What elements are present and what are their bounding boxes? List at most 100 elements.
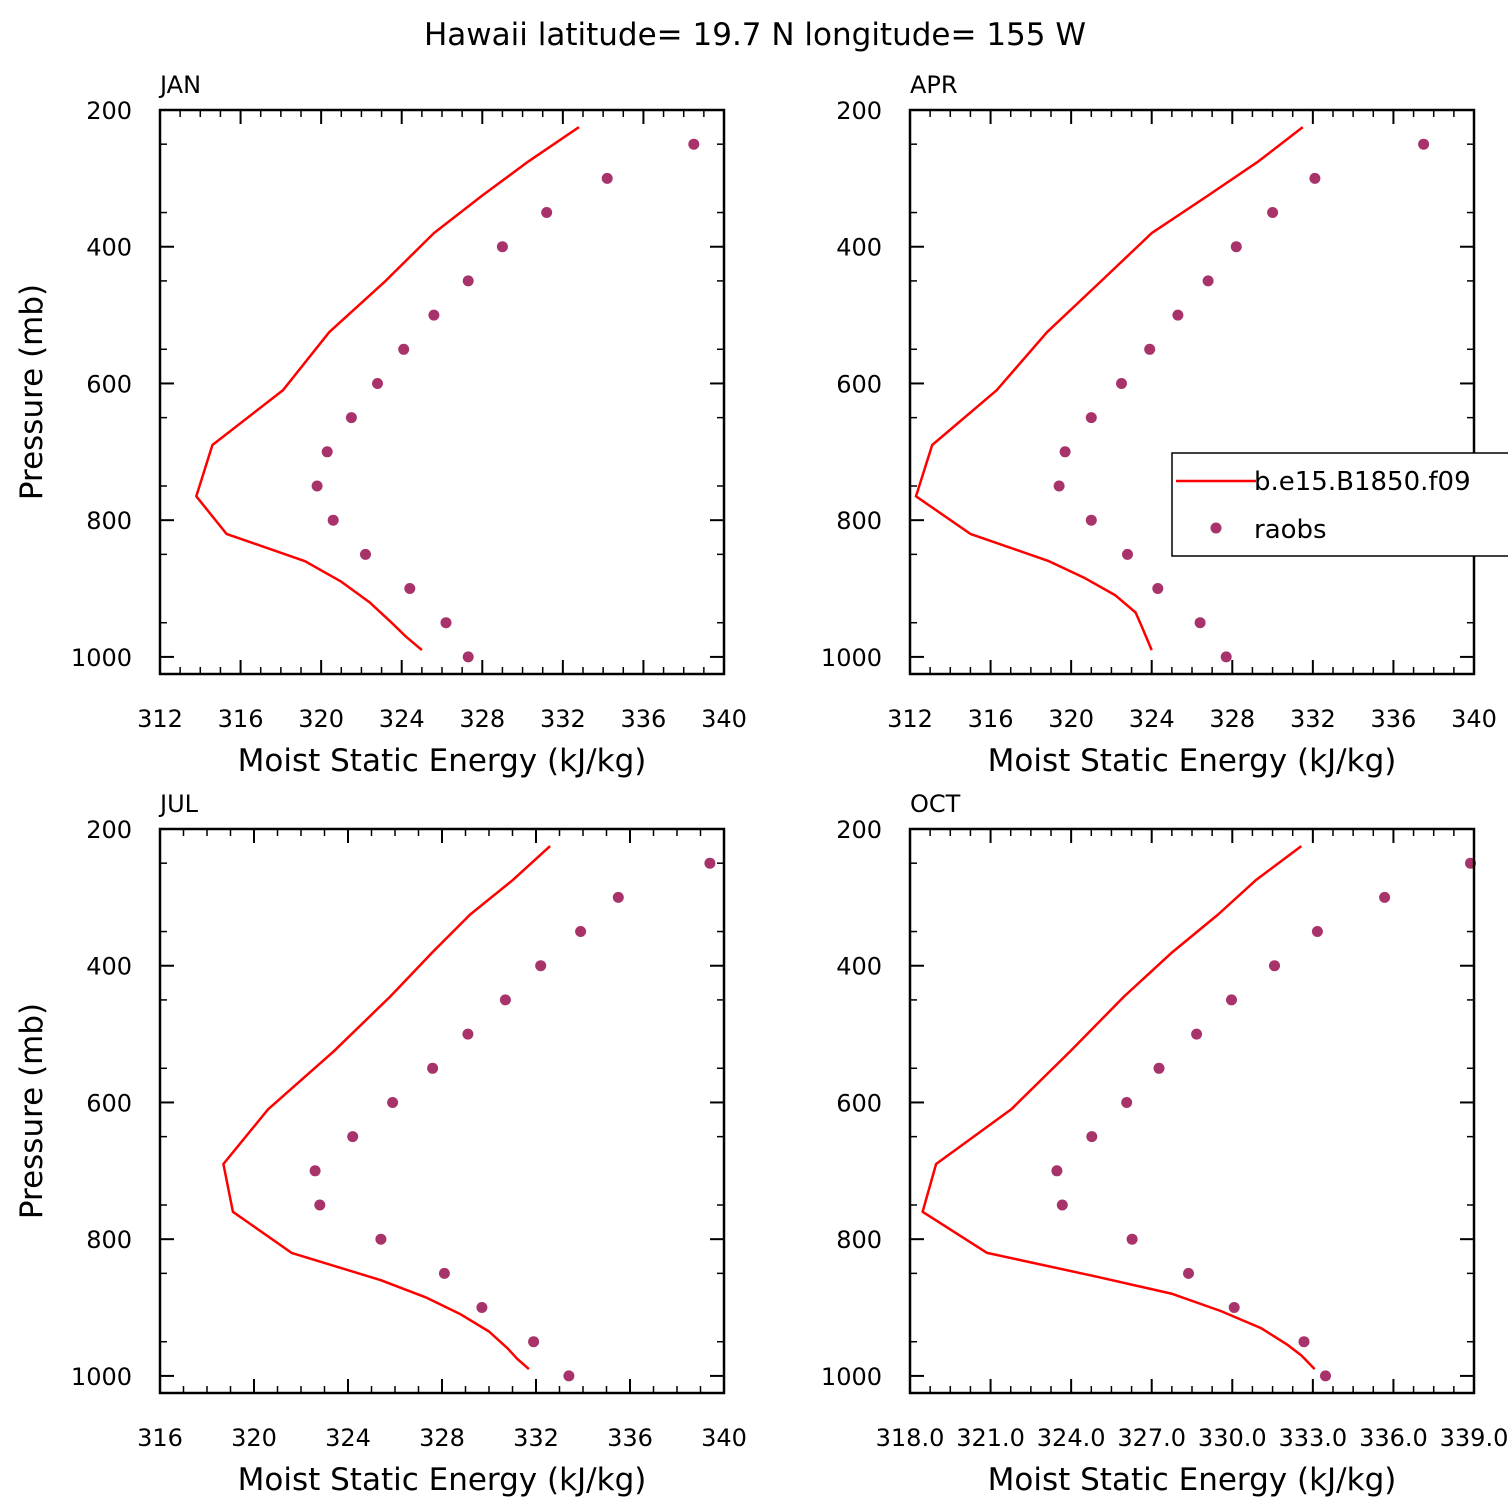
x-tick-label: 316 xyxy=(137,1424,183,1452)
panel-label: JUL xyxy=(158,790,199,818)
panel-apr: APR 312 316 320 324 328 332 336 340 200 400 600 800… xyxy=(821,71,1508,779)
raobs-point xyxy=(1309,172,1321,184)
panel-label: OCT xyxy=(910,790,961,818)
raobs-point xyxy=(321,446,333,458)
plot-frame xyxy=(908,827,1476,1395)
legend-label-model: b.e15.B1850.f09 xyxy=(1254,467,1471,497)
raobs-point xyxy=(476,1302,488,1313)
x-tick-label: 336 xyxy=(1371,705,1417,733)
raobs-point xyxy=(601,172,613,184)
legend-box xyxy=(1171,452,1508,557)
raobs-point xyxy=(1230,241,1242,253)
raobs-point xyxy=(462,1028,474,1040)
y-tick-label: 600 xyxy=(836,370,882,398)
raobs-point xyxy=(314,1199,326,1211)
y-axis-label: Pressure (mb) xyxy=(14,284,50,500)
figure-title: Hawaii latitude= 19.7 N longitude= 155 W xyxy=(424,17,1086,53)
model-profile-line xyxy=(222,845,551,1371)
y-tick-label: 800 xyxy=(836,1226,882,1254)
raobs-point xyxy=(1121,1097,1133,1108)
x-tick-label: 324 xyxy=(325,1424,371,1452)
y-tick-label: 1000 xyxy=(71,644,132,672)
y-tick-label: 200 xyxy=(836,816,882,844)
raobs-point xyxy=(1267,207,1279,218)
x-tick-label: 336 xyxy=(621,705,667,733)
model-profile-line xyxy=(195,126,580,652)
y-tick-label: 800 xyxy=(86,1226,132,1254)
x-axis-label: Moist Static Energy (kJ/kg) xyxy=(988,743,1397,779)
raobs-point xyxy=(575,926,587,937)
raobs-point xyxy=(438,1267,450,1279)
raobs-point xyxy=(462,651,474,663)
raobs-point xyxy=(1085,412,1097,424)
y-axis-label: Pressure (mb) xyxy=(14,1003,50,1219)
raobs-point xyxy=(496,241,508,253)
raobs-point xyxy=(704,857,716,869)
raobs-point xyxy=(1172,309,1184,321)
y-tick-label: 400 xyxy=(836,234,882,262)
y-tick-label: 1000 xyxy=(821,644,882,672)
x-tick-label: 333.0 xyxy=(1278,1424,1347,1452)
raobs-point xyxy=(1153,1062,1165,1074)
y-tick-label: 200 xyxy=(86,97,132,125)
y-tick-label: 200 xyxy=(86,816,132,844)
raobs-point xyxy=(1202,275,1214,287)
plot-frame xyxy=(158,827,726,1395)
y-tick-label: 600 xyxy=(86,370,132,398)
x-tick-label: 321.0 xyxy=(956,1424,1025,1452)
y-tick-label: 800 xyxy=(836,507,882,535)
x-tick-label: 332 xyxy=(513,1424,559,1452)
raobs-point xyxy=(1059,446,1071,458)
y-tick-label: 200 xyxy=(836,97,882,125)
x-tick-label: 340 xyxy=(701,1424,747,1452)
raobs-point xyxy=(1051,1165,1063,1177)
raobs-point xyxy=(563,1370,575,1382)
raobs-point xyxy=(440,617,452,629)
raobs-point xyxy=(428,309,440,321)
model-profile-line xyxy=(921,845,1316,1370)
x-axis-label: Moist Static Energy (kJ/kg) xyxy=(988,1462,1397,1498)
x-tick-label: 316 xyxy=(218,705,264,733)
raobs-point xyxy=(345,412,357,424)
x-tick-label: 324.0 xyxy=(1037,1424,1106,1452)
x-tick-label: 312 xyxy=(137,705,183,733)
raobs-point xyxy=(688,138,700,150)
y-tick-label: 600 xyxy=(86,1089,132,1117)
x-tick-label: 320 xyxy=(1048,705,1094,733)
panel-label: APR xyxy=(910,71,958,99)
raobs-point xyxy=(375,1233,387,1245)
y-tick-label: 800 xyxy=(86,507,132,535)
raobs-point xyxy=(499,994,511,1006)
panel-jul: JUL 316 320 324 328 332 336 340 200 400 600 800 100… xyxy=(14,790,747,1498)
raobs-point xyxy=(1122,548,1133,560)
raobs-point xyxy=(387,1097,399,1108)
raobs-point xyxy=(1298,1336,1310,1348)
y-tick-label: 1000 xyxy=(71,1363,132,1391)
raobs-point xyxy=(427,1062,439,1074)
x-tick-label: 328 xyxy=(459,705,505,733)
y-tick-label: 400 xyxy=(86,953,132,981)
legend-marker-swatch xyxy=(1210,522,1222,534)
raobs-point xyxy=(1056,1199,1068,1211)
raobs-point xyxy=(1194,617,1206,629)
x-tick-label: 318.0 xyxy=(876,1424,945,1452)
y-tick-label: 1000 xyxy=(821,1363,882,1391)
raobs-point xyxy=(311,480,323,492)
y-tick-label: 600 xyxy=(836,1089,882,1117)
raobs-point xyxy=(309,1165,321,1177)
raobs-point xyxy=(1085,514,1097,526)
raobs-point xyxy=(1053,480,1065,492)
x-tick-label: 332 xyxy=(540,705,586,733)
x-tick-label: 340 xyxy=(1451,705,1497,733)
raobs-point xyxy=(1086,1131,1098,1143)
raobs-point xyxy=(404,583,416,594)
raobs-point xyxy=(612,891,624,903)
raobs-point xyxy=(1220,651,1232,663)
x-axis-label: Moist Static Energy (kJ/kg) xyxy=(238,1462,647,1498)
plot-frame xyxy=(158,108,726,676)
x-tick-label: 324 xyxy=(379,705,425,733)
raobs-point xyxy=(347,1131,359,1143)
raobs-point xyxy=(372,378,383,389)
x-tick-label: 312 xyxy=(887,705,933,733)
